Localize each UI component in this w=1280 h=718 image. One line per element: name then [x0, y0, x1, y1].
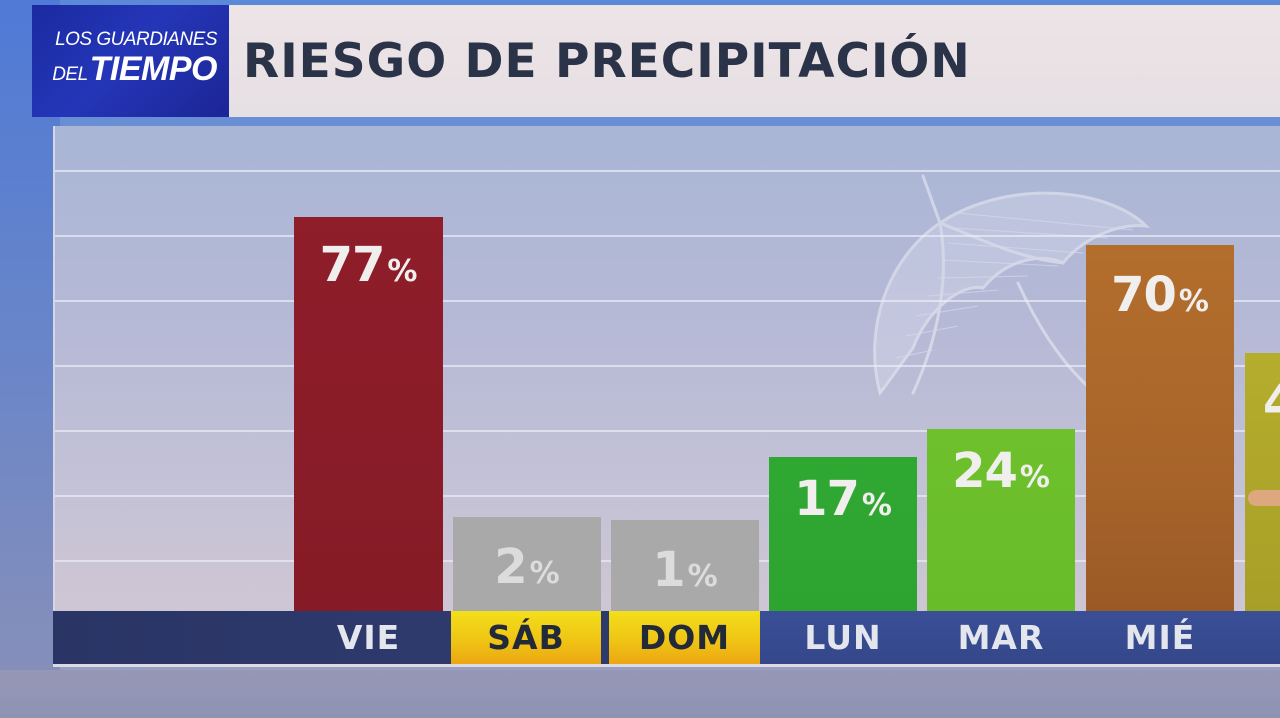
bar-fill — [294, 217, 443, 611]
bar-vie: 77% — [294, 217, 443, 611]
value-percent: % — [861, 488, 892, 523]
bar-fill — [927, 429, 1075, 611]
bar-value-label: 24% — [927, 443, 1075, 499]
bar-cut-off: 4 — [1245, 353, 1280, 611]
axis-label-dom: DOM — [609, 611, 760, 664]
logo-del: DEL — [52, 64, 88, 85]
value-percent: % — [1178, 284, 1209, 319]
bar-fill — [769, 457, 917, 611]
value-percent: % — [1019, 460, 1050, 495]
bar-mar: 24% — [927, 429, 1075, 611]
background-left — [0, 0, 60, 718]
logo-line-1: LOS GUARDIANES — [55, 29, 217, 50]
bar-mie: 70% — [1086, 245, 1234, 611]
gridline — [55, 365, 1280, 367]
bar-value-label: 1% — [611, 542, 759, 598]
value-number: 70 — [1111, 267, 1177, 323]
value-percent: % — [687, 559, 718, 594]
gridline — [55, 170, 1280, 172]
axis-label-vie: VIE — [336, 618, 401, 657]
value-percent: % — [387, 254, 418, 289]
logo-tiempo: TIEMPO — [89, 50, 218, 88]
bar-fill — [611, 520, 759, 611]
bar-lun: 17% — [769, 457, 917, 611]
bar-value-label: 2% — [453, 539, 601, 595]
axis-label-lun: LUN — [804, 618, 882, 657]
bar-value-label: 17% — [769, 471, 917, 527]
axis-label-mie: MIÉ — [1124, 618, 1196, 657]
value-number: 17 — [794, 471, 860, 527]
header: LOS GUARDIANES DEL TIEMPO RIESGO DE PREC… — [32, 5, 1280, 117]
bar-fill — [1245, 353, 1280, 611]
value-number: 24 — [952, 443, 1018, 499]
bar-value-label: 4 — [1263, 375, 1280, 431]
presenter-hand — [1248, 490, 1280, 506]
bar-dom: 1% — [611, 520, 759, 611]
value-number: 77 — [319, 237, 386, 293]
gridline — [55, 430, 1280, 432]
bar-value-label: 77% — [294, 237, 443, 293]
brand-logo: LOS GUARDIANES DEL TIEMPO — [32, 5, 229, 117]
chart-title: RIESGO DE PRECIPITACIÓN — [243, 33, 971, 89]
bar-value-label: 70% — [1086, 267, 1234, 323]
axis-segment-weekdays — [760, 611, 1280, 664]
bar-fill — [453, 517, 601, 611]
background-floor — [0, 670, 1280, 718]
x-axis: VIE SÁB DOM LUN MAR MIÉ — [53, 611, 1280, 667]
gridline — [55, 495, 1280, 497]
value-percent: % — [529, 556, 560, 591]
gridline — [55, 300, 1280, 302]
axis-segment-past — [53, 611, 451, 664]
bar-fill — [1086, 245, 1234, 611]
logo-line-2: DEL TIEMPO — [52, 51, 217, 93]
value-number: 4 — [1263, 375, 1280, 431]
axis-label-mar: MAR — [957, 618, 1045, 657]
value-number: 1 — [652, 542, 685, 598]
umbrella-icon — [873, 174, 1151, 409]
value-number: 2 — [494, 539, 527, 595]
title-bar: RIESGO DE PRECIPITACIÓN — [229, 5, 1280, 117]
gridline — [55, 235, 1280, 237]
axis-label-sab: SÁB — [451, 611, 601, 664]
bar-sab: 2% — [453, 517, 601, 611]
